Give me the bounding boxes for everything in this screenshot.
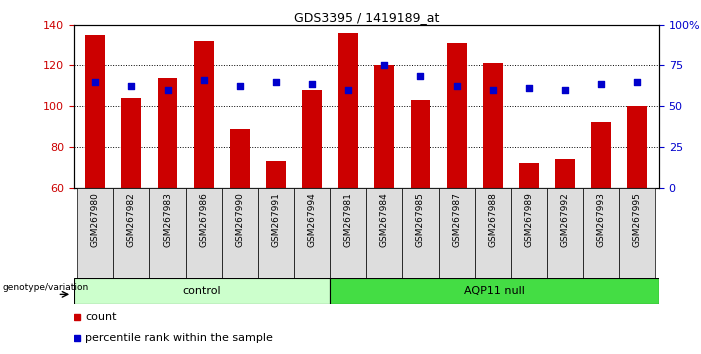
Bar — [158, 78, 177, 188]
Point — [523, 85, 534, 91]
Bar — [366, 188, 402, 278]
Bar — [627, 106, 647, 188]
Bar — [193, 41, 214, 188]
Point — [632, 79, 643, 85]
Text: GSM267992: GSM267992 — [561, 192, 569, 247]
Text: GSM267994: GSM267994 — [308, 192, 317, 247]
Bar — [339, 33, 358, 188]
Point — [125, 83, 137, 88]
Bar — [114, 188, 149, 278]
Bar — [294, 188, 330, 278]
Bar — [86, 35, 105, 188]
Text: GSM267983: GSM267983 — [163, 192, 172, 247]
Point — [162, 87, 173, 93]
Text: GSM267993: GSM267993 — [597, 192, 606, 247]
Point — [559, 87, 571, 93]
Title: GDS3395 / 1419189_at: GDS3395 / 1419189_at — [294, 11, 439, 24]
Point — [90, 79, 101, 85]
Bar — [475, 188, 511, 278]
Text: GSM267989: GSM267989 — [524, 192, 533, 247]
Text: GSM267981: GSM267981 — [343, 192, 353, 247]
Bar — [583, 188, 619, 278]
Text: GSM267980: GSM267980 — [91, 192, 100, 247]
Bar — [266, 161, 286, 188]
Bar — [222, 188, 258, 278]
Text: GSM267988: GSM267988 — [488, 192, 497, 247]
Text: percentile rank within the sample: percentile rank within the sample — [86, 332, 273, 343]
Bar — [230, 129, 250, 188]
Point — [343, 87, 354, 93]
Bar — [330, 188, 366, 278]
Text: genotype/variation: genotype/variation — [3, 284, 89, 292]
Text: GSM267984: GSM267984 — [380, 192, 389, 247]
Point — [596, 81, 607, 87]
Bar — [258, 188, 294, 278]
Point — [451, 83, 462, 88]
Bar — [121, 98, 142, 188]
Text: GSM267995: GSM267995 — [633, 192, 641, 247]
Point — [379, 63, 390, 68]
Bar — [374, 65, 394, 188]
Text: GSM267986: GSM267986 — [199, 192, 208, 247]
Point — [198, 77, 210, 82]
Bar — [483, 63, 503, 188]
Bar — [74, 278, 329, 304]
Point — [415, 73, 426, 79]
Bar — [411, 100, 430, 188]
Bar — [329, 278, 659, 304]
Bar — [439, 188, 475, 278]
Bar — [302, 90, 322, 188]
Bar — [619, 188, 655, 278]
Text: control: control — [182, 286, 221, 296]
Bar — [402, 188, 439, 278]
Text: count: count — [86, 312, 117, 322]
Bar — [447, 43, 467, 188]
Point — [271, 79, 282, 85]
Bar — [547, 188, 583, 278]
Bar — [519, 163, 539, 188]
Bar — [186, 188, 222, 278]
Bar — [511, 188, 547, 278]
Bar — [555, 159, 575, 188]
Text: GSM267985: GSM267985 — [416, 192, 425, 247]
Text: AQP11 null: AQP11 null — [464, 286, 525, 296]
Point — [234, 83, 245, 88]
Text: GSM267987: GSM267987 — [452, 192, 461, 247]
Text: GSM267991: GSM267991 — [271, 192, 280, 247]
Bar — [77, 188, 114, 278]
Point — [487, 87, 498, 93]
Text: GSM267990: GSM267990 — [236, 192, 245, 247]
Text: GSM267982: GSM267982 — [127, 192, 136, 247]
Bar — [591, 122, 611, 188]
Bar — [149, 188, 186, 278]
Point — [306, 81, 318, 87]
